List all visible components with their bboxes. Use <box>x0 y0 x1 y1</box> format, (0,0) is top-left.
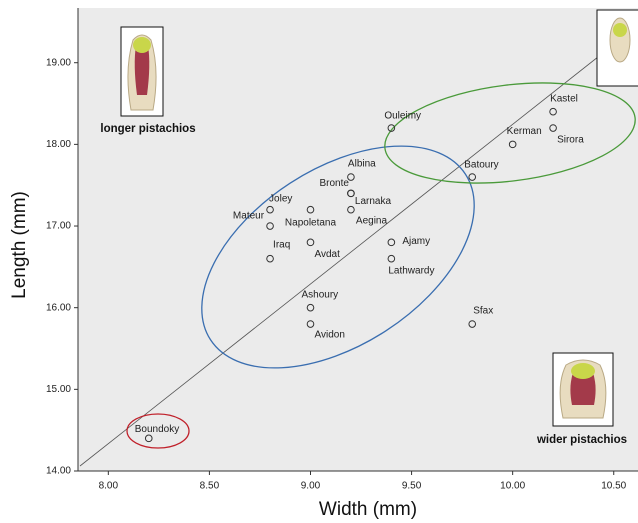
point-label: Mateur <box>233 211 265 222</box>
pistachio-image <box>553 353 613 426</box>
point-label: Batoury <box>464 160 498 171</box>
x-tick-label: 8.50 <box>200 481 220 492</box>
annotation: longer pistachios <box>100 123 195 135</box>
x-tick-label: 9.00 <box>301 481 321 492</box>
point-label: Avdat <box>314 249 340 260</box>
x-tick-label: 10.50 <box>601 481 626 492</box>
y-tick-label: 14.00 <box>46 466 71 477</box>
y-tick-label: 18.00 <box>46 139 71 150</box>
point-label: Joley <box>269 193 292 204</box>
point-label: Ouleimy <box>384 111 421 122</box>
y-tick-label: 17.00 <box>46 221 71 232</box>
point-label: Lathwardy <box>388 265 434 276</box>
y-tick-label: 16.00 <box>46 302 71 313</box>
x-tick-label: 8.00 <box>99 481 119 492</box>
point-label: Ajamy <box>402 236 430 247</box>
point-label: Boundoky <box>135 424 179 435</box>
x-tick-label: 9.50 <box>402 481 422 492</box>
point-label: Sirora <box>557 135 584 146</box>
point-label: Napoletana <box>285 217 337 228</box>
point-label: Kastel <box>550 93 578 104</box>
point-label: Aegina <box>356 215 388 226</box>
point-label: Iraq <box>273 239 290 250</box>
annotation: wider pistachios <box>536 434 627 446</box>
pistachio-image <box>121 27 163 116</box>
point-label: Albina <box>348 159 376 170</box>
pistachio-image <box>597 10 638 86</box>
y-axis-title: Length (mm) <box>9 191 30 299</box>
point-label: Bronte <box>319 178 349 189</box>
point-label: Avidon <box>314 330 344 341</box>
y-tick-label: 19.00 <box>46 57 71 68</box>
x-axis-title: Width (mm) <box>319 499 417 520</box>
y-tick-label: 15.00 <box>46 384 71 395</box>
chart: Width (mm) Length (mm) longer pistachios… <box>0 0 638 523</box>
point-label: Ashoury <box>301 289 338 300</box>
point-label: Larnaka <box>355 196 392 207</box>
point-label: Kerman <box>507 126 542 137</box>
x-tick-label: 10.00 <box>500 481 525 492</box>
point-label: Sfax <box>473 306 493 317</box>
